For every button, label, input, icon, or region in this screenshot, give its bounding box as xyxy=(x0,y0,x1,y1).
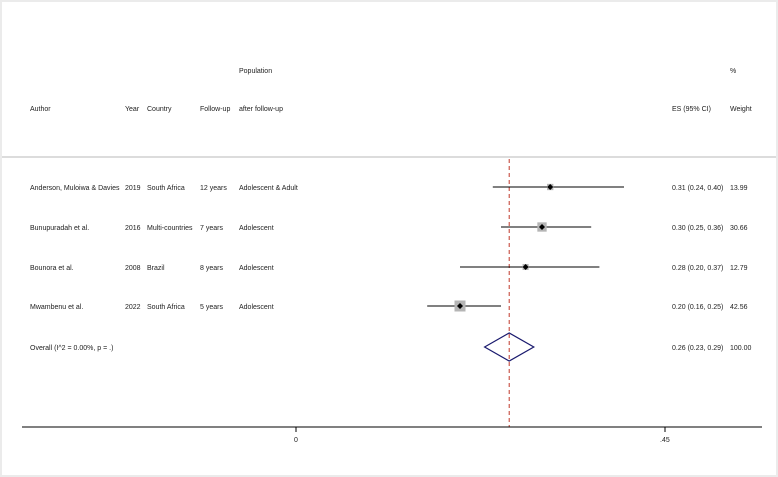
study-weight-text: 12.79 xyxy=(730,265,748,272)
study-followup: 5 years xyxy=(200,304,223,311)
study-author: Mwambenu et al. xyxy=(30,304,84,311)
header-es: ES (95% CI) xyxy=(672,106,711,113)
study-weight-text: 13.99 xyxy=(730,185,748,192)
point-estimate xyxy=(522,264,529,270)
overall-es-text: 0.26 (0.23, 0.29) xyxy=(672,345,724,352)
study-es-text: 0.30 (0.25, 0.36) xyxy=(672,225,724,232)
study-year: 2016 xyxy=(125,225,141,232)
header-followup: Follow-up xyxy=(200,106,231,113)
overall-weight-text: 100.00 xyxy=(730,345,752,352)
header-weight-line2: Weight xyxy=(730,106,752,113)
header-year: Year xyxy=(125,106,140,113)
study-es-text: 0.31 (0.24, 0.40) xyxy=(672,185,724,192)
study-country: South Africa xyxy=(147,304,185,311)
study-weight-text: 30.66 xyxy=(730,225,748,232)
study-population: Adolescent xyxy=(239,304,274,311)
study-population: Adolescent xyxy=(239,265,274,272)
point-estimate xyxy=(457,303,463,309)
point-estimate xyxy=(547,184,554,190)
x-tick-label: .45 xyxy=(660,437,670,444)
study-followup: 8 years xyxy=(200,265,223,272)
header-population-line2: after follow-up xyxy=(239,106,283,113)
study-year: 2019 xyxy=(125,185,141,192)
study-country: South Africa xyxy=(147,185,185,192)
study-es-text: 0.20 (0.16, 0.25) xyxy=(672,304,724,311)
study-year: 2008 xyxy=(125,265,141,272)
study-followup: 7 years xyxy=(200,225,223,232)
study-population: Adolescent xyxy=(239,225,274,232)
study-author: Bounora et al. xyxy=(30,265,74,272)
study-weight-text: 42.56 xyxy=(730,304,748,311)
study-country: Multi-countries xyxy=(147,225,193,232)
study-author: Anderson, Muloiwa & Davies xyxy=(30,185,120,192)
header-country: Country xyxy=(147,106,172,113)
study-population: Adolescent & Adult xyxy=(239,185,298,192)
header-population-line1: Population xyxy=(239,68,273,75)
header-author: Author xyxy=(30,106,51,113)
point-estimate xyxy=(539,224,545,230)
study-es-text: 0.28 (0.20, 0.37) xyxy=(672,265,724,272)
overall-label: Overall (I^2 = 0.00%, p = .) xyxy=(30,345,114,352)
x-tick-label: 0 xyxy=(294,437,298,444)
overall-diamond xyxy=(483,332,536,362)
study-year: 2022 xyxy=(125,304,141,311)
study-country: Brazil xyxy=(147,265,165,272)
study-followup: 12 years xyxy=(200,185,227,192)
study-author: Bunupuradah et al. xyxy=(30,225,90,232)
header-weight-line1: % xyxy=(730,68,737,75)
